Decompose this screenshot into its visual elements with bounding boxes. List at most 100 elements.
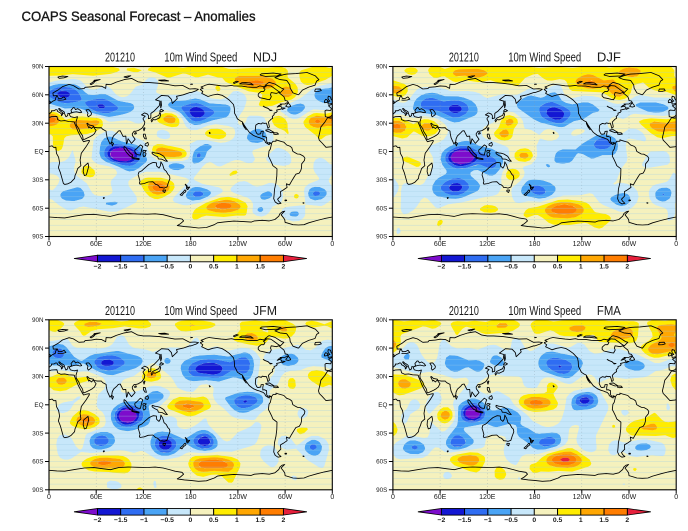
svg-text:60E: 60E	[434, 241, 447, 248]
svg-text:1: 1	[235, 517, 239, 524]
svg-text:90N: 90N	[376, 317, 388, 324]
svg-text:2: 2	[625, 517, 629, 524]
svg-text:EQ: EQ	[34, 402, 43, 409]
svg-text:60W: 60W	[622, 241, 637, 248]
svg-text:−1.5: −1.5	[114, 517, 128, 524]
svg-text:30N: 30N	[32, 120, 44, 127]
svg-text:0.5: 0.5	[553, 264, 563, 271]
svg-text:0: 0	[189, 264, 193, 271]
svg-text:0: 0	[532, 517, 536, 524]
svg-text:180: 180	[185, 241, 197, 248]
svg-text:−2: −2	[438, 264, 446, 271]
svg-text:DJF: DJF	[597, 50, 621, 65]
svg-text:90N: 90N	[376, 64, 388, 71]
svg-text:60N: 60N	[376, 92, 388, 99]
svg-text:−1: −1	[484, 264, 492, 271]
svg-text:60S: 60S	[376, 459, 387, 466]
svg-text:1.5: 1.5	[255, 517, 265, 524]
svg-text:−2: −2	[438, 517, 446, 524]
svg-text:1.5: 1.5	[599, 264, 609, 271]
svg-text:90S: 90S	[376, 234, 387, 241]
svg-text:60S: 60S	[376, 205, 387, 212]
svg-text:180: 180	[185, 494, 197, 501]
svg-text:2: 2	[282, 264, 286, 271]
svg-text:201210: 201210	[449, 50, 479, 65]
svg-text:0: 0	[330, 494, 334, 501]
svg-text:60N: 60N	[32, 92, 44, 99]
svg-text:0: 0	[391, 494, 395, 501]
svg-text:0: 0	[330, 241, 334, 248]
svg-text:30S: 30S	[376, 430, 387, 437]
svg-text:10m Wind Speed: 10m Wind Speed	[164, 303, 237, 318]
svg-text:120W: 120W	[229, 494, 248, 501]
svg-text:30S: 30S	[376, 177, 387, 184]
svg-text:60E: 60E	[90, 241, 103, 248]
svg-text:0: 0	[674, 494, 678, 501]
svg-text:0: 0	[532, 264, 536, 271]
svg-text:−2: −2	[94, 264, 102, 271]
svg-text:60W: 60W	[278, 241, 293, 248]
svg-text:120E: 120E	[135, 241, 152, 248]
svg-text:30N: 30N	[32, 374, 44, 381]
svg-text:180: 180	[529, 241, 541, 248]
svg-text:2: 2	[282, 517, 286, 524]
svg-text:120W: 120W	[573, 494, 592, 501]
svg-text:60N: 60N	[376, 345, 388, 352]
svg-text:30S: 30S	[32, 177, 43, 184]
svg-text:EQ: EQ	[34, 149, 43, 156]
svg-text:120E: 120E	[479, 494, 496, 501]
svg-text:−0.5: −0.5	[504, 264, 518, 271]
svg-text:FMA: FMA	[597, 303, 621, 318]
svg-text:COAPS Seasonal Forecast – Anom: COAPS Seasonal Forecast – Anomalies	[22, 8, 256, 24]
svg-text:10m Wind Speed: 10m Wind Speed	[508, 50, 581, 65]
svg-text:0.5: 0.5	[209, 517, 219, 524]
svg-text:−0.5: −0.5	[504, 517, 518, 524]
svg-text:90N: 90N	[32, 317, 44, 324]
svg-text:180: 180	[529, 494, 541, 501]
svg-text:0.5: 0.5	[553, 517, 563, 524]
svg-text:0: 0	[47, 241, 51, 248]
svg-text:120W: 120W	[229, 241, 248, 248]
svg-text:120E: 120E	[479, 241, 496, 248]
svg-text:90S: 90S	[32, 487, 43, 494]
svg-text:NDJ: NDJ	[253, 50, 277, 65]
svg-text:−1: −1	[484, 517, 492, 524]
svg-text:60W: 60W	[278, 494, 293, 501]
svg-text:0.5: 0.5	[209, 264, 219, 271]
svg-text:120W: 120W	[573, 241, 592, 248]
svg-text:120E: 120E	[135, 494, 152, 501]
svg-text:0: 0	[189, 517, 193, 524]
svg-text:90N: 90N	[32, 64, 44, 71]
svg-text:10m Wind Speed: 10m Wind Speed	[508, 303, 581, 318]
svg-text:60N: 60N	[32, 345, 44, 352]
svg-text:201210: 201210	[105, 303, 135, 318]
svg-text:−0.5: −0.5	[160, 517, 174, 524]
svg-text:−1.5: −1.5	[114, 264, 128, 271]
svg-text:EQ: EQ	[378, 149, 387, 156]
svg-text:−1.5: −1.5	[458, 517, 472, 524]
svg-text:−1: −1	[140, 264, 148, 271]
svg-text:−1: −1	[140, 517, 148, 524]
svg-text:90S: 90S	[32, 234, 43, 241]
svg-text:90S: 90S	[376, 487, 387, 494]
svg-text:1: 1	[235, 264, 239, 271]
svg-text:30N: 30N	[376, 374, 388, 381]
svg-text:0: 0	[391, 241, 395, 248]
svg-text:2: 2	[625, 264, 629, 271]
svg-text:30S: 30S	[32, 430, 43, 437]
svg-text:1.5: 1.5	[599, 517, 609, 524]
svg-text:1: 1	[579, 517, 583, 524]
svg-text:−2: −2	[94, 517, 102, 524]
svg-text:−0.5: −0.5	[160, 264, 174, 271]
svg-text:201210: 201210	[105, 50, 135, 65]
svg-text:1: 1	[579, 264, 583, 271]
svg-text:60S: 60S	[32, 205, 43, 212]
svg-text:−1.5: −1.5	[458, 264, 472, 271]
svg-text:60S: 60S	[32, 459, 43, 466]
svg-text:0: 0	[674, 241, 678, 248]
svg-text:0: 0	[47, 494, 51, 501]
svg-text:10m Wind Speed: 10m Wind Speed	[164, 50, 237, 65]
svg-text:60E: 60E	[90, 494, 103, 501]
svg-text:EQ: EQ	[378, 402, 387, 409]
svg-text:60E: 60E	[434, 494, 447, 501]
